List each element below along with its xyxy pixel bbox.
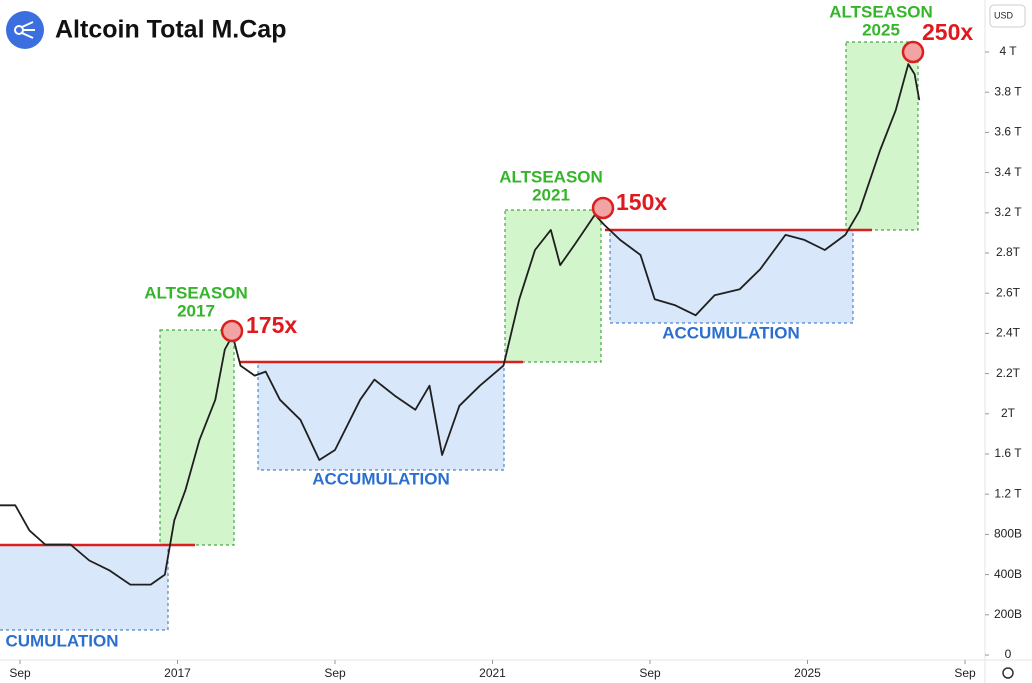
chart-title: Altcoin Total M.Cap (55, 16, 286, 44)
peak-marker (591, 196, 615, 220)
annotation: ACCUMULATION (662, 323, 800, 342)
y-tick-label: 1.6 T (994, 446, 1022, 460)
y-tick-label: 3.8 T (994, 84, 1022, 98)
y-tick-label: 3.2 T (994, 205, 1022, 219)
annotation: 250x (922, 19, 973, 45)
y-tick-label: 3.6 T (994, 125, 1022, 139)
annotation: ALTSEASON (144, 283, 248, 302)
y-tick-label: 0 (1005, 647, 1012, 661)
header: Altcoin Total M.Cap USD (6, 4, 1026, 679)
logo-icon (14, 21, 35, 39)
annotation-marks: CUMULATION ALTSEASON 2017 175x ACCUMULAT… (6, 2, 974, 650)
x-tick-label: Sep (954, 666, 976, 680)
annotation: ALTSEASON (829, 2, 933, 21)
accumulation-box (609, 229, 854, 324)
y-tick-label: 2T (1001, 406, 1016, 420)
currency-button[interactable] (989, 4, 1026, 28)
altseason-box (845, 41, 919, 231)
y-tick-label: 1.2 T (994, 486, 1022, 500)
annotation: ALTSEASON (499, 167, 603, 186)
y-tick-label: 2.4T (996, 326, 1021, 340)
x-tick-label: 2017 (164, 666, 191, 680)
annotation-shapes (0, 41, 919, 631)
annotation: 2025 (862, 20, 900, 39)
peak-marker (901, 40, 925, 64)
y-tick-label: 2.8T (996, 245, 1021, 259)
x-tick-label: Sep (639, 666, 661, 680)
y-tick-label: 4 T (999, 44, 1017, 58)
currency-label: USD (994, 10, 1014, 20)
settings-icon[interactable] (1002, 667, 1014, 679)
accumulation-box (257, 361, 505, 471)
annotation: ACCUMULATION (312, 469, 450, 488)
price-line (0, 63, 921, 586)
annotation: 2017 (177, 301, 215, 320)
y-tick-label: 2.2T (996, 366, 1021, 380)
altseason-box (504, 209, 602, 363)
y-tick-label: 3.4 T (994, 165, 1022, 179)
plot (0, 63, 921, 586)
x-tick-label: Sep (324, 666, 346, 680)
y-tick-label: 2.6T (996, 285, 1021, 299)
y-tick-label: 800B (994, 527, 1022, 541)
accumulation-box (0, 544, 169, 631)
x-tick-label: Sep (9, 666, 31, 680)
annotation: 150x (616, 189, 667, 215)
annotation: 2021 (532, 185, 570, 204)
peak-marker (220, 319, 244, 343)
axes: 0 200B 400B 800B 1.2 T 1.6 T 2T 2.2T 2.4T 2.6T 2.8… (9, 44, 1022, 680)
x-tick-label: 2025 (794, 666, 821, 680)
y-tick-label: 200B (994, 607, 1022, 621)
annotation: 175x (246, 312, 297, 338)
y-tick-label: 400B (994, 567, 1022, 581)
annotation: CUMULATION (6, 631, 119, 650)
x-tick-label: 2021 (479, 666, 506, 680)
